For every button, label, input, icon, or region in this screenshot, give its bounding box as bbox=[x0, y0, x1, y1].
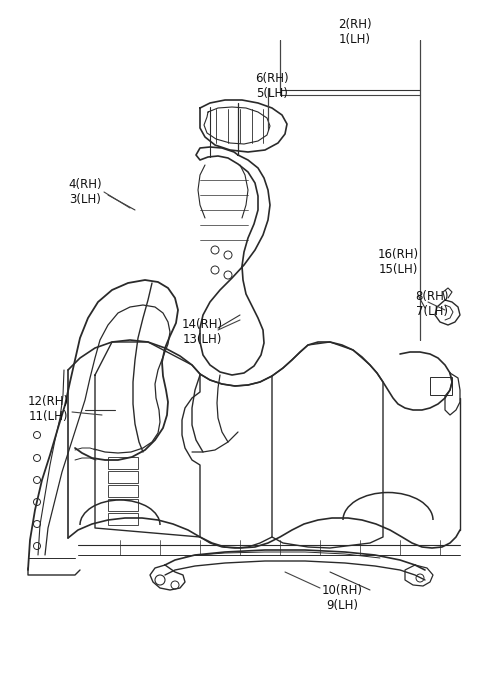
Text: 12(RH)
11(LH): 12(RH) 11(LH) bbox=[28, 395, 69, 423]
Text: 16(RH)
15(LH): 16(RH) 15(LH) bbox=[378, 248, 419, 276]
Bar bbox=[108, 457, 138, 469]
Bar bbox=[430, 377, 452, 395]
Text: 4(RH)
3(LH): 4(RH) 3(LH) bbox=[68, 178, 102, 206]
Bar bbox=[108, 499, 138, 511]
Text: 8(RH)
7(LH): 8(RH) 7(LH) bbox=[415, 290, 448, 318]
Text: 6(RH)
5(LH): 6(RH) 5(LH) bbox=[255, 72, 288, 100]
Text: 10(RH)
9(LH): 10(RH) 9(LH) bbox=[322, 584, 363, 612]
Bar bbox=[108, 485, 138, 497]
Text: 14(RH)
13(LH): 14(RH) 13(LH) bbox=[182, 318, 223, 346]
Bar bbox=[108, 513, 138, 525]
Text: 2(RH)
1(LH): 2(RH) 1(LH) bbox=[338, 18, 372, 46]
Bar bbox=[108, 471, 138, 483]
